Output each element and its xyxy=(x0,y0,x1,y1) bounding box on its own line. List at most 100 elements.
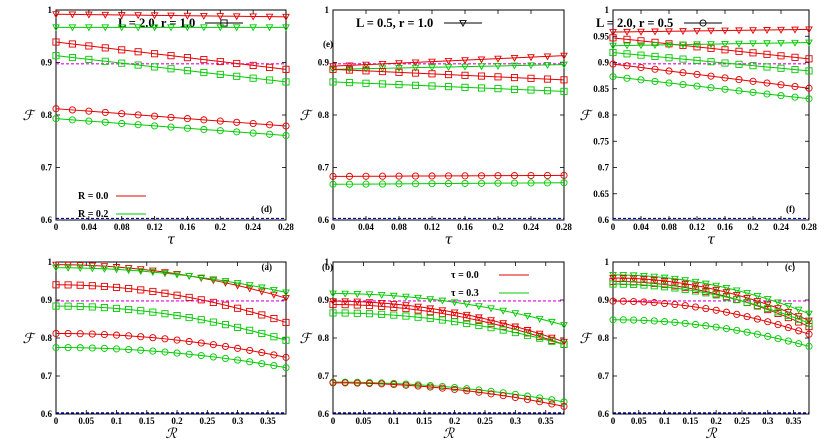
series-marker xyxy=(362,67,370,75)
series-marker xyxy=(183,12,192,20)
y-tick-label: 0.8 xyxy=(318,110,330,120)
series-marker xyxy=(149,347,157,355)
series-marker xyxy=(200,116,208,124)
series-marker xyxy=(619,280,627,288)
y-axis-label: ℱ xyxy=(579,108,593,124)
series-marker xyxy=(735,40,743,48)
series-marker xyxy=(428,172,436,180)
series-marker xyxy=(118,119,126,128)
top-legend: L = 2.0, r = 1.0 L = 0.5, r = 1.0 L = 2.0,… xyxy=(118,16,722,30)
x-tick-label: 0 xyxy=(331,416,336,426)
series-marker xyxy=(535,330,544,338)
series-marker xyxy=(199,12,208,20)
series-marker xyxy=(630,316,638,324)
x-tick-label: 0.16 xyxy=(180,222,196,232)
series-marker xyxy=(535,315,544,323)
series-marker xyxy=(707,72,715,80)
series-marker xyxy=(753,315,761,323)
series-marker xyxy=(167,12,175,20)
series-marker xyxy=(76,344,84,352)
series-marker xyxy=(477,72,486,80)
series-marker xyxy=(671,300,679,308)
series-marker xyxy=(494,179,502,187)
series-marker xyxy=(88,265,97,273)
series-marker xyxy=(378,380,386,388)
x-tick-label: 0.35 xyxy=(538,416,554,426)
series-marker xyxy=(101,57,109,65)
y-tick-label: 1 xyxy=(325,5,330,15)
series-marker xyxy=(712,286,721,294)
series-marker xyxy=(85,55,93,63)
x-tick-label: 0.28 xyxy=(278,222,294,232)
series-marker xyxy=(428,70,436,78)
x-tick-label: 0.25 xyxy=(477,416,493,426)
panel-tag: (d) xyxy=(261,204,272,214)
series-marker xyxy=(619,316,627,324)
series-marker xyxy=(463,314,471,322)
series-marker xyxy=(560,87,568,95)
panel: 0 0.04 0.08 0.12 0.16 0.2 0.24 0.28 0.6 0.7 0.8 0.9… xyxy=(299,5,572,248)
series-marker xyxy=(671,284,679,292)
y-axis-label: ℱ xyxy=(22,108,36,124)
series-marker xyxy=(100,265,109,273)
series-marker xyxy=(630,297,638,306)
x-axis-label: τ xyxy=(167,232,175,248)
series-marker xyxy=(266,121,274,129)
series-marker xyxy=(805,330,813,338)
series-marker xyxy=(76,330,84,338)
series-marker xyxy=(609,42,617,50)
series-marker xyxy=(197,316,205,324)
x-tick-label: 0.35 xyxy=(786,416,802,426)
series-marker xyxy=(475,386,483,394)
series-line xyxy=(612,280,810,328)
series-marker xyxy=(784,337,792,345)
series-marker xyxy=(249,24,258,32)
series-marker xyxy=(475,321,483,330)
y-axis-label: ℱ xyxy=(579,331,593,347)
series-marker xyxy=(753,298,762,306)
series-marker xyxy=(774,308,782,316)
series-marker xyxy=(125,345,133,354)
series-marker xyxy=(414,313,422,321)
legend-label: L = 0.5, r = 1.0 xyxy=(356,16,433,30)
series-marker xyxy=(712,282,721,290)
series-marker xyxy=(353,290,362,298)
series-marker xyxy=(749,88,757,96)
series-line xyxy=(332,81,565,92)
series-marker xyxy=(426,314,434,323)
series-marker xyxy=(560,171,568,179)
series-marker xyxy=(543,171,552,179)
series-marker xyxy=(270,333,278,341)
series-marker xyxy=(246,358,254,366)
series-marker xyxy=(665,41,673,49)
series-marker xyxy=(185,350,193,358)
series-marker xyxy=(494,63,502,70)
series-marker xyxy=(390,380,398,389)
series-marker xyxy=(52,115,60,123)
series-marker xyxy=(536,394,544,402)
series-line xyxy=(612,76,810,100)
series-marker xyxy=(232,13,241,21)
series-marker xyxy=(665,79,673,87)
series-marker xyxy=(234,304,242,312)
series-marker xyxy=(345,62,354,70)
series-marker xyxy=(805,310,813,318)
y-tick-label: 0.6 xyxy=(318,215,330,225)
series-marker xyxy=(640,281,648,289)
series-marker xyxy=(85,42,93,50)
y-tick-label: 0.7 xyxy=(41,163,53,173)
series-marker xyxy=(411,69,420,77)
series-marker xyxy=(795,327,803,335)
series-marker xyxy=(101,118,109,126)
series-marker xyxy=(560,61,568,69)
series-marker xyxy=(341,290,350,298)
x-tick-label: 0 xyxy=(331,222,336,232)
series-marker xyxy=(651,65,659,73)
series-marker xyxy=(438,316,446,324)
series-marker xyxy=(216,57,224,66)
plot-frame xyxy=(55,9,287,221)
series-marker xyxy=(183,54,191,62)
series-marker xyxy=(378,180,387,188)
series-marker xyxy=(233,118,241,126)
series-marker xyxy=(661,318,669,326)
